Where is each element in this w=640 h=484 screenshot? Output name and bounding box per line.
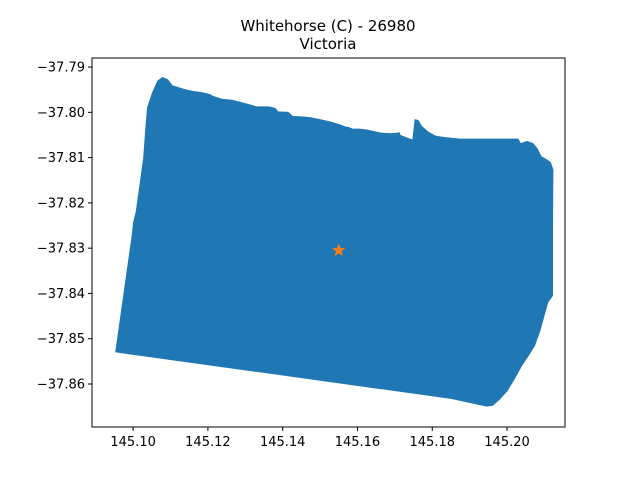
x-tick-label: 145.12 [185,435,231,450]
y-tick-label: −37.85 [37,332,85,347]
y-tick-label: −37.79 [37,61,85,76]
axes-frame [91,57,566,428]
x-tick-label: 145.18 [410,435,456,450]
y-tick-label: −37.82 [37,196,85,211]
y-tick-label: −37.81 [37,151,85,166]
y-tick-label: −37.84 [37,287,85,302]
region-polygon [115,77,554,407]
y-tick-label: −37.86 [37,377,85,392]
star-icon [332,243,346,257]
map-title-line2: Victoria [300,35,357,53]
y-tick-label: −37.83 [37,242,85,257]
x-tick-label: 145.10 [110,435,156,450]
map-title-line1: Whitehorse (C) - 26980 [240,17,415,35]
x-tick-label: 145.20 [484,435,530,450]
x-tick-label: 145.14 [260,435,306,450]
x-tick-label: 145.16 [335,435,381,450]
y-tick-label: −37.80 [37,106,85,121]
